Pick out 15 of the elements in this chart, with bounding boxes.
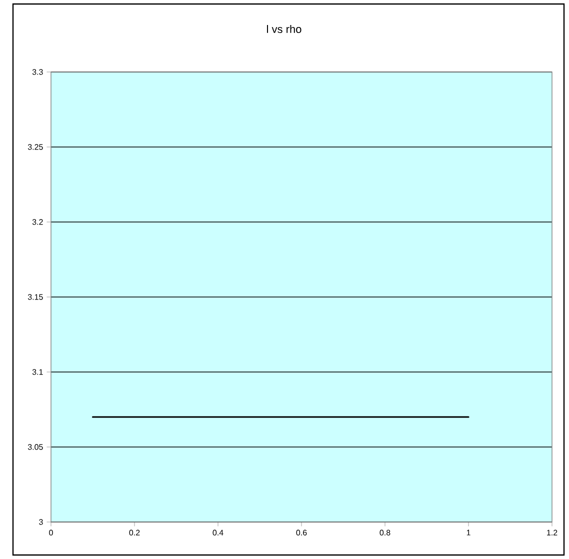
x-tick-label: 0.4 bbox=[212, 530, 224, 536]
x-tick-label: 0.2 bbox=[129, 530, 140, 536]
chart-title: l vs rho bbox=[267, 24, 302, 34]
x-tick-label: 1.2 bbox=[547, 530, 558, 536]
x-tick-label: 0.6 bbox=[296, 530, 307, 536]
x-tick-label: 0 bbox=[49, 530, 53, 536]
y-tick-label: 3.1 bbox=[32, 369, 43, 375]
y-tick-label: 3.2 bbox=[32, 219, 43, 225]
y-tick-label: 3.15 bbox=[28, 294, 43, 300]
x-tick-label: 0.8 bbox=[380, 530, 390, 536]
y-tick-label: 3.05 bbox=[28, 444, 43, 450]
y-tick-label: 3.25 bbox=[28, 144, 43, 150]
y-tick-label: 3 bbox=[39, 519, 43, 525]
x-tick-label: 1 bbox=[466, 530, 470, 536]
y-tick-label: 3.3 bbox=[32, 69, 43, 75]
